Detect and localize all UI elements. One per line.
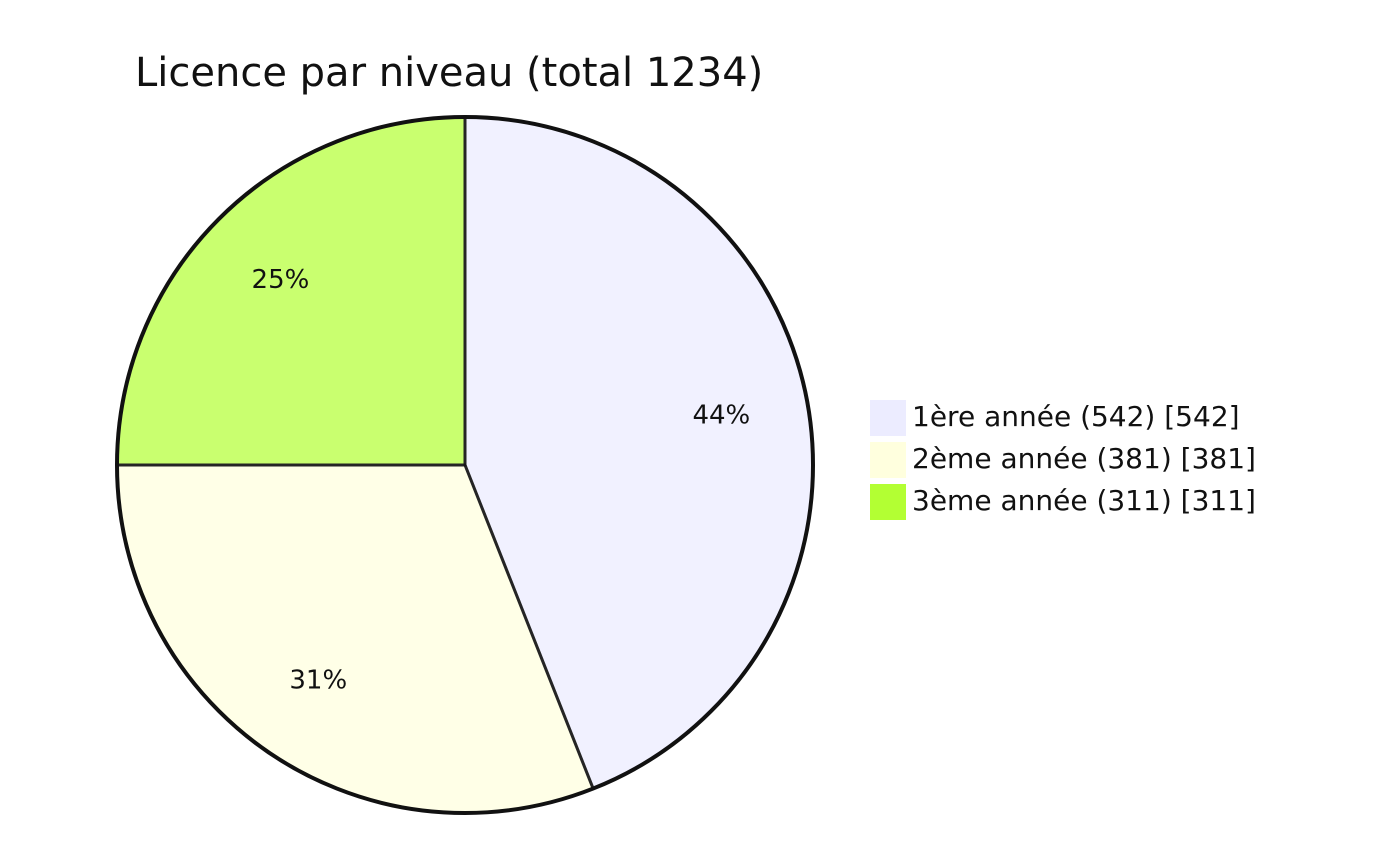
legend-swatch — [870, 442, 906, 478]
chart-title: Licence par niveau (total 1234) — [135, 50, 763, 96]
slice-label: 25% — [252, 265, 310, 295]
legend-label: 2ème année (381) [381] — [912, 442, 1256, 475]
slice-label: 44% — [692, 401, 750, 431]
pie-outline — [115, 115, 815, 815]
slice-label: 31% — [289, 665, 347, 695]
legend-swatch — [870, 484, 906, 520]
legend-swatch — [870, 400, 906, 436]
legend-label: 1ère année (542) [542] — [912, 400, 1240, 433]
legend-label: 3ème année (311) [311] — [912, 484, 1256, 517]
